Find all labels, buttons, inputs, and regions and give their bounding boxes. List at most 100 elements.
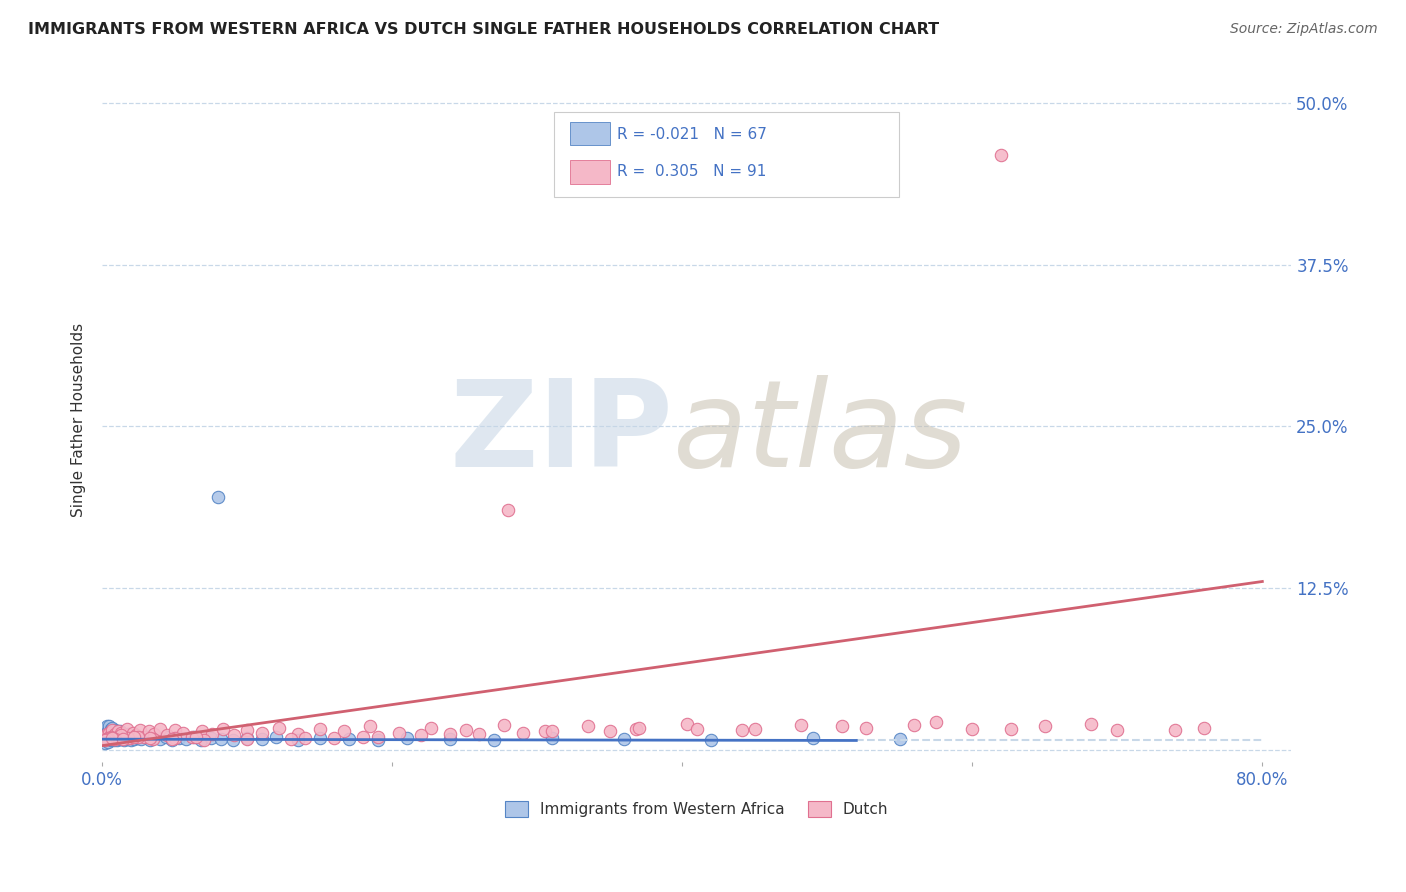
Point [104,727,127,741]
Point [613,732,636,747]
Point [139,731,162,745]
Point [191,724,214,739]
Point [93,730,115,744]
Text: atlas: atlas [673,376,969,492]
Text: ZIP: ZIP [450,376,673,492]
Point [181,730,204,744]
Point [105,727,128,741]
Point [143,731,166,745]
Point [111,732,134,747]
Legend: Immigrants from Western Africa, Dutch: Immigrants from Western Africa, Dutch [499,795,894,823]
Point [731,723,754,738]
Point [439,732,461,747]
Point [1080,716,1102,731]
Point [163,723,186,738]
Point [104,723,127,738]
Point [100,733,122,747]
Point [103,725,125,739]
Point [120,733,142,747]
Point [96,727,118,741]
Point [294,731,316,745]
Point [337,732,360,747]
Point [101,732,124,747]
Point [107,724,129,739]
Point [468,727,491,741]
Point [100,728,122,742]
Point [94,733,117,747]
Point [801,731,824,745]
Point [236,723,259,738]
Point [112,733,135,747]
Point [108,731,131,745]
Point [183,730,205,744]
Point [599,724,621,739]
Point [101,723,124,738]
Point [127,731,149,745]
Point [186,730,208,744]
Point [360,719,382,733]
Point [482,733,505,747]
Point [115,732,138,747]
Point [352,730,374,744]
Point [207,491,229,505]
Point [1367,335,1389,350]
Point [903,718,925,732]
Point [97,735,120,749]
Point [96,732,118,747]
Point [200,731,222,745]
Text: R =  0.305   N = 91: R = 0.305 N = 91 [617,164,766,179]
Point [103,732,125,747]
Point [101,731,124,745]
Point [160,733,183,747]
Point [1000,722,1022,736]
Point [224,728,246,742]
Point [250,725,273,739]
Text: R = -0.021   N = 67: R = -0.021 N = 67 [617,127,768,142]
Point [744,722,766,736]
Point [250,732,273,747]
Point [117,731,139,745]
Point [388,725,411,739]
Point [627,721,650,735]
Point [93,730,115,744]
Point [127,730,149,744]
Point [439,727,461,741]
Point [100,722,122,736]
Point [456,723,478,738]
Point [112,728,135,742]
FancyBboxPatch shape [569,122,610,145]
Point [163,731,186,745]
Point [103,733,125,747]
Point [104,731,127,745]
Point [1033,719,1056,733]
Point [108,732,131,747]
Point [855,721,877,735]
Point [118,731,141,745]
Point [700,733,723,747]
Point [925,715,948,730]
Point [889,732,911,747]
Point [222,733,245,747]
Point [100,728,122,742]
Point [118,731,141,745]
Point [1164,723,1187,738]
Point [990,148,1012,162]
Point [98,725,121,739]
Point [962,722,984,736]
Point [367,733,389,747]
Point [160,732,183,747]
Point [105,730,128,744]
Point [110,725,132,739]
Point [308,731,330,745]
Point [122,732,145,747]
Point [333,724,356,739]
FancyBboxPatch shape [554,112,898,197]
Point [97,731,120,745]
Point [111,728,134,742]
Point [110,728,132,742]
Point [280,732,302,747]
Point [395,731,418,745]
Point [124,730,146,744]
Point [540,731,562,745]
Point [512,725,534,739]
